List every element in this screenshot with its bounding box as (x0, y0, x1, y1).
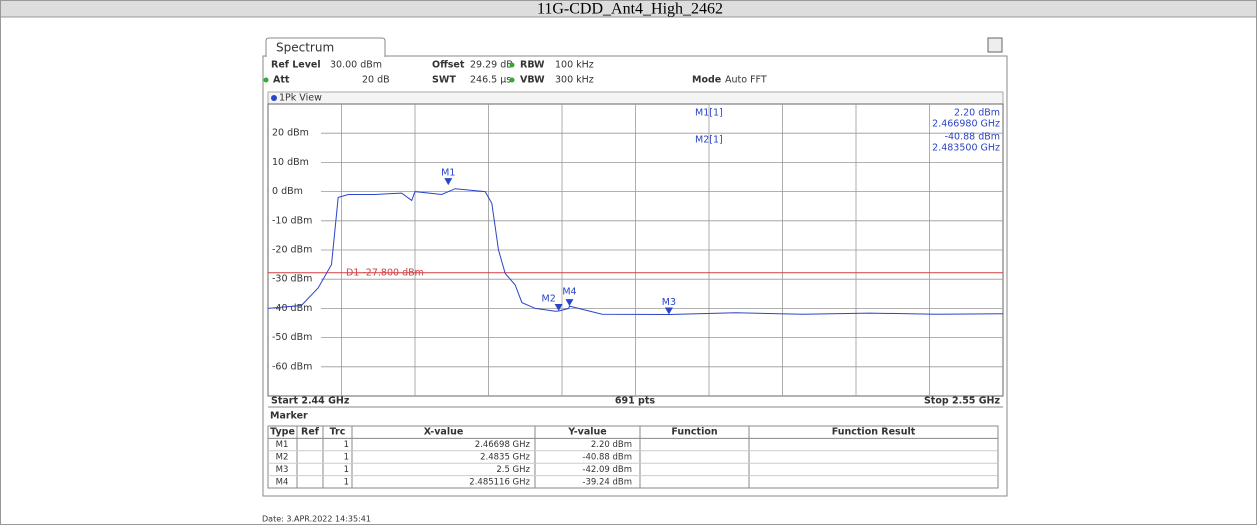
col-header: Trc (330, 427, 346, 438)
readout-name: M1[1] (695, 108, 723, 119)
table (267, 425, 999, 489)
table-title: Marker (270, 411, 308, 422)
marker (554, 303, 563, 311)
cell: -42.09 dBm (582, 465, 632, 475)
marker (444, 178, 453, 186)
setting-label: Mode (692, 75, 721, 86)
title: 11G-CDD_Ant4_High_2462 (537, 1, 723, 18)
col-header: Function Result (832, 427, 916, 438)
tick-bg (269, 185, 321, 198)
readout-freq: 2.483500 GHz (932, 143, 1000, 154)
tab (265, 37, 386, 57)
setting-value: 300 kHz (555, 75, 594, 86)
cell: M3 (276, 465, 289, 475)
cell: 2.20 dBm (591, 440, 632, 450)
view-label: 1Pk View (279, 93, 322, 104)
tick-bg (269, 360, 321, 373)
y-tick-label: -40 dBm (272, 303, 312, 314)
col-header: X-value (424, 427, 464, 438)
marker-label: M4 (562, 287, 576, 298)
marker (565, 299, 574, 307)
stop: Stop 2.55 GHz (924, 396, 1001, 407)
display-line-label: D1 -27.800 dBm (346, 267, 424, 278)
cell: 1 (344, 477, 349, 487)
setting-label: VBW (520, 75, 545, 86)
cell: 1 (344, 465, 349, 475)
marker (664, 307, 673, 315)
col-header: Function (671, 427, 717, 438)
setting-value: 30.00 dBm (330, 60, 382, 71)
setting-value: 29.29 dB (470, 60, 513, 71)
tick-bg (269, 331, 321, 344)
setting-value: 100 kHz (555, 60, 594, 71)
status-dot (509, 62, 515, 68)
setting-label: Ref Level (271, 60, 321, 71)
tick-bg (269, 156, 321, 169)
icon (987, 37, 1003, 53)
start: Start 2.44 GHz (271, 396, 350, 407)
readout-freq: 2.466980 GHz (932, 119, 1000, 130)
cell: M1 (276, 440, 289, 450)
y-tick-label: -10 dBm (272, 215, 312, 226)
y-tick-label: -50 dBm (272, 332, 312, 343)
col-header: Type (270, 427, 295, 438)
y-tick-label: 20 dBm (272, 128, 309, 139)
cell: 2.485116 GHz (469, 477, 530, 487)
marker-label: M3 (662, 297, 676, 308)
view-bar (267, 91, 1004, 105)
setting-label: Att (273, 75, 290, 86)
readout-name: M2[1] (695, 135, 723, 146)
setting-label: SWT (432, 75, 456, 86)
cell: 2.46698 GHz (475, 440, 531, 450)
setting-label: RBW (520, 60, 545, 71)
trace (267, 188, 1004, 316)
status-dot (509, 77, 515, 83)
readout-level: -40.88 dBm (945, 132, 1000, 143)
col-header: Y-value (567, 427, 607, 438)
y-tick-label: 10 dBm (272, 157, 309, 168)
tick-bg (269, 273, 321, 286)
cell: M4 (276, 477, 289, 487)
title-row (1, 1, 1256, 17)
date: Date: 3.APR.2022 14:35:41 (262, 515, 371, 524)
setting-value: 20 dB (362, 75, 390, 86)
readout-level: 2.20 dBm (954, 108, 1000, 119)
tick-bg (269, 214, 321, 227)
marker-label: M1 (441, 168, 455, 179)
cell: -40.88 dBm (582, 453, 632, 463)
window (262, 55, 1008, 497)
cell: 1 (344, 440, 349, 450)
points: 691 pts (615, 396, 655, 407)
tab-label: Spectrum (276, 41, 334, 55)
tick-bg (269, 302, 321, 315)
status-dot (263, 77, 269, 83)
cell: 2.4835 GHz (480, 453, 530, 463)
cell: M2 (276, 453, 289, 463)
cell: 1 (344, 453, 349, 463)
y-tick-label: -30 dBm (272, 274, 312, 285)
y-tick-label: -60 dBm (272, 361, 312, 372)
tick-bg (269, 244, 321, 256)
cell: -39.24 dBm (582, 477, 632, 487)
view-dot (271, 95, 277, 101)
marker-label: M2 (542, 293, 556, 304)
setting-value: 246.5 µs (470, 75, 511, 86)
cell: 2.5 GHz (496, 465, 530, 475)
y-tick-label: 0 dBm (272, 186, 303, 197)
setting-label: Offset (432, 60, 465, 71)
y-tick-label: -20 dBm (272, 245, 312, 256)
setting-value: Auto FFT (725, 75, 767, 86)
col-header: Ref (301, 427, 320, 438)
tick-bg (269, 127, 321, 140)
